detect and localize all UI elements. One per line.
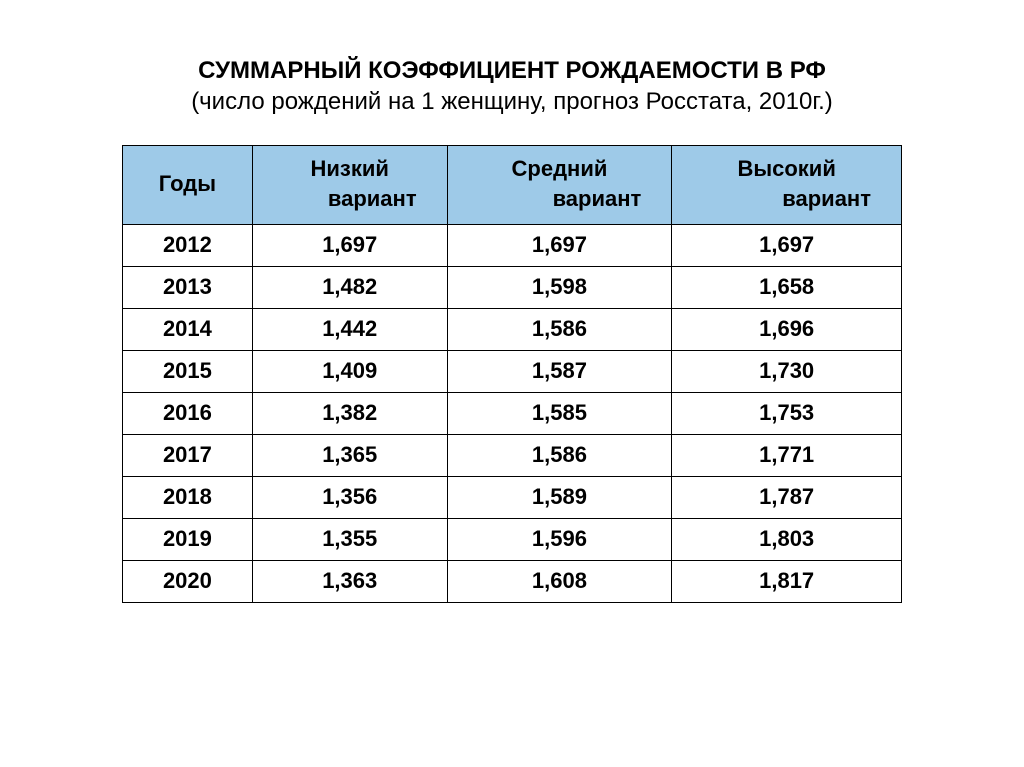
table-row: 20141,4421,5861,696 [123,308,902,350]
cell-year: 2014 [123,308,253,350]
header-high-line1: Высокий [737,156,835,181]
header-low: Низкий вариант [252,146,447,224]
header-med-line2: вариант [458,184,662,214]
table-row: 20201,3631,6081,817 [123,560,902,602]
cell-low: 1,356 [252,476,447,518]
cell-high: 1,730 [672,350,902,392]
cell-year: 2018 [123,476,253,518]
cell-year: 2020 [123,560,253,602]
table-row: 20151,4091,5871,730 [123,350,902,392]
cell-med: 1,598 [447,266,672,308]
header-high-line2: вариант [682,184,891,214]
cell-high: 1,696 [672,308,902,350]
fertility-table: Годы Низкий вариант Средний вариант Высо… [122,145,902,602]
cell-year: 2016 [123,392,253,434]
table-body: 20121,6971,6971,69720131,4821,5981,65820… [123,224,902,602]
title-block: СУММАРНЫЙ КОЭФФИЦИЕНТ РОЖДАЕМОСТИ В РФ (… [191,55,833,117]
cell-low: 1,355 [252,518,447,560]
table-header: Годы Низкий вариант Средний вариант Высо… [123,146,902,224]
header-med: Средний вариант [447,146,672,224]
cell-year: 2013 [123,266,253,308]
table-row: 20171,3651,5861,771 [123,434,902,476]
cell-med: 1,608 [447,560,672,602]
header-row: Годы Низкий вариант Средний вариант Высо… [123,146,902,224]
table-row: 20181,3561,5891,787 [123,476,902,518]
table-row: 20131,4821,5981,658 [123,266,902,308]
cell-high: 1,817 [672,560,902,602]
cell-year: 2017 [123,434,253,476]
cell-high: 1,787 [672,476,902,518]
cell-high: 1,697 [672,224,902,266]
cell-med: 1,585 [447,392,672,434]
cell-year: 2012 [123,224,253,266]
header-years-label: Годы [159,171,216,196]
cell-low: 1,697 [252,224,447,266]
cell-low: 1,442 [252,308,447,350]
cell-low: 1,363 [252,560,447,602]
cell-high: 1,753 [672,392,902,434]
title-main: СУММАРНЫЙ КОЭФФИЦИЕНТ РОЖДАЕМОСТИ В РФ [191,55,833,86]
title-sub: (число рождений на 1 женщину, прогноз Ро… [191,86,833,117]
header-med-line1: Средний [512,156,608,181]
cell-low: 1,409 [252,350,447,392]
table-row: 20161,3821,5851,753 [123,392,902,434]
cell-year: 2015 [123,350,253,392]
cell-low: 1,382 [252,392,447,434]
cell-high: 1,771 [672,434,902,476]
table-row: 20121,6971,6971,697 [123,224,902,266]
header-low-line2: вариант [263,184,437,214]
cell-med: 1,586 [447,308,672,350]
cell-med: 1,587 [447,350,672,392]
cell-low: 1,365 [252,434,447,476]
cell-low: 1,482 [252,266,447,308]
cell-med: 1,589 [447,476,672,518]
header-low-line1: Низкий [311,156,389,181]
cell-med: 1,697 [447,224,672,266]
table-row: 20191,3551,5961,803 [123,518,902,560]
header-high: Высокий вариант [672,146,902,224]
cell-med: 1,596 [447,518,672,560]
cell-med: 1,586 [447,434,672,476]
cell-high: 1,658 [672,266,902,308]
cell-high: 1,803 [672,518,902,560]
cell-year: 2019 [123,518,253,560]
header-years: Годы [123,146,253,224]
